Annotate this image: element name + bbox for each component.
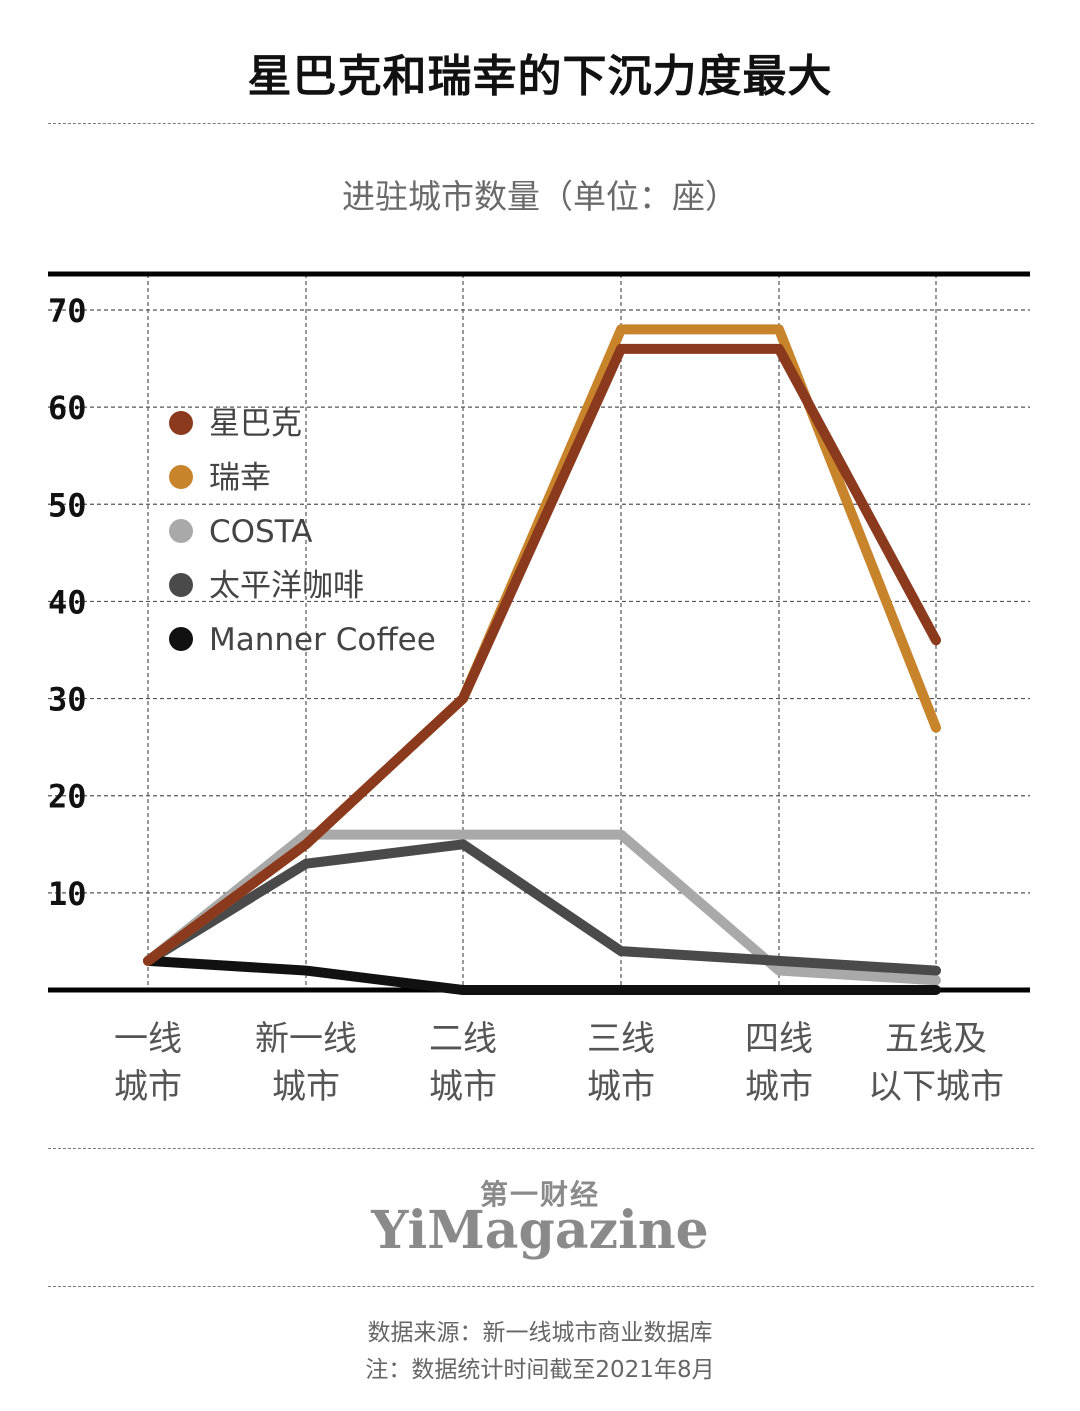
series-line (143, 829, 941, 986)
data-source: 数据来源：新一线城市商业数据库 (367, 1320, 713, 1346)
x-tick-label: 三线 (587, 1019, 655, 1059)
x-tick-label: 五线及 (885, 1019, 987, 1059)
legend-label: Manner Coffee (209, 622, 436, 658)
x-tick-label: 新一线 (255, 1019, 357, 1059)
logo-chinese: 第一财经 (479, 1178, 600, 1211)
x-tick-label: 二线 (429, 1019, 497, 1059)
x-tick-label: 城市 (114, 1067, 182, 1107)
legend-label: 太平洋咖啡 (209, 568, 364, 604)
legend-marker (169, 519, 193, 543)
top-divider (48, 123, 1034, 124)
legend-marker (169, 411, 193, 435)
y-tick-label: 20 (48, 778, 87, 816)
series-line (143, 839, 941, 976)
legend-marker (169, 573, 193, 597)
legend-marker (169, 627, 193, 651)
y-tick-label: 40 (48, 583, 87, 621)
series-line (143, 343, 941, 966)
middle-divider (48, 1148, 1034, 1149)
y-tick-label: 10 (48, 875, 87, 913)
logo-english: YiMagazine (371, 1200, 709, 1261)
bottom-divider (48, 1286, 1034, 1287)
chart-title: 星巴克和瑞幸的下沉力度最大 (247, 51, 833, 102)
x-tick-label: 以下城市 (868, 1067, 1004, 1107)
x-tick-label: 城市 (272, 1067, 340, 1107)
y-tick-label: 60 (48, 389, 87, 427)
y-tick-label: 70 (48, 292, 87, 330)
y-tick-label: 30 (48, 681, 87, 719)
series-line (143, 955, 941, 995)
x-tick-label: 四线 (745, 1019, 813, 1059)
y-tick-label: 50 (48, 486, 87, 524)
data-note: 注：数据统计时间截至2021年8月 (365, 1357, 715, 1383)
chart-subtitle: 进驻城市数量（单位：座） (342, 177, 738, 216)
legend-label: 瑞幸 (209, 460, 271, 496)
x-tick-label: 一线 (114, 1019, 182, 1059)
x-tick-label: 城市 (745, 1067, 813, 1107)
legend-label: 星巴克 (209, 406, 302, 442)
x-tick-label: 城市 (587, 1067, 655, 1107)
legend-marker (169, 465, 193, 489)
x-tick-label: 城市 (429, 1067, 497, 1107)
legend-label: COSTA (209, 514, 312, 550)
